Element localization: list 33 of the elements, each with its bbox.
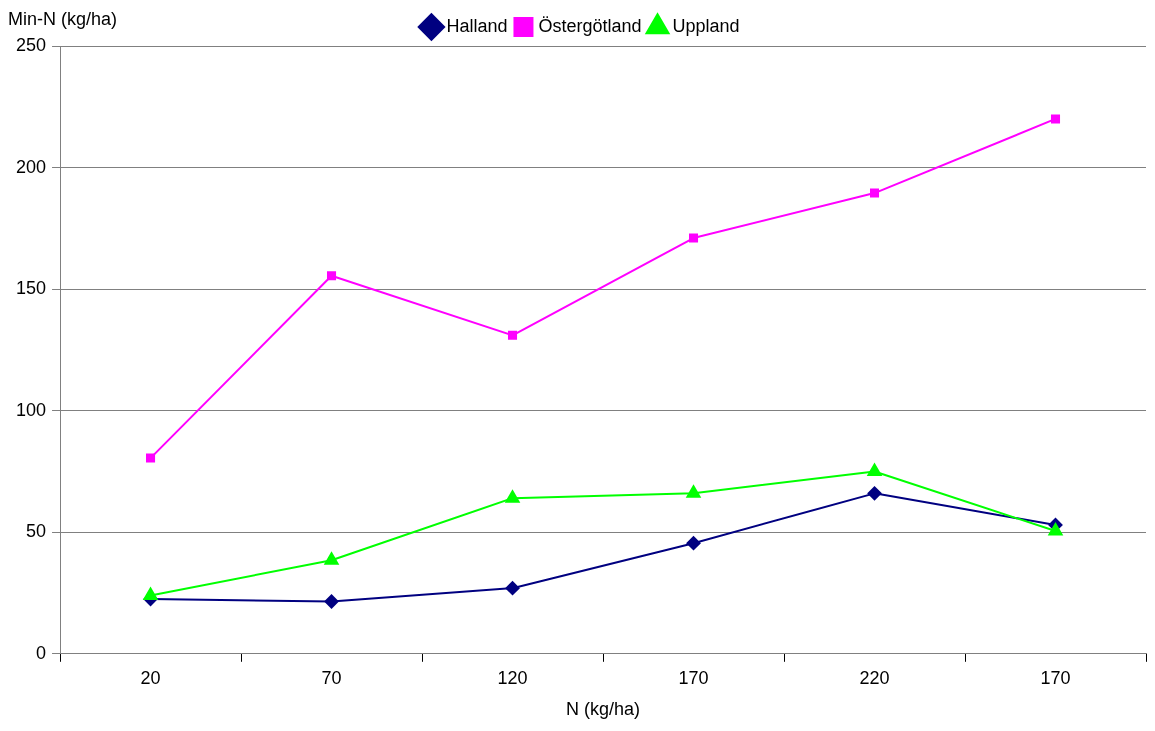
y-tick-label: 0 (36, 642, 47, 663)
y-tick-label: 50 (26, 521, 47, 542)
point (867, 463, 882, 476)
point (505, 490, 520, 503)
point (867, 486, 882, 501)
x-tick-label: 170 (1040, 667, 1071, 688)
x-tick-label: 170 (678, 667, 709, 688)
x-tick-label: 20 (140, 667, 161, 688)
legend-label: Uppland (672, 15, 740, 36)
y-tick-label: 150 (15, 278, 47, 299)
x-tick-label: 70 (321, 667, 342, 688)
x-tick-label: 220 (859, 667, 890, 688)
point (686, 485, 701, 498)
legend-label: Östergötland (538, 15, 642, 36)
y-tick-label: 250 (15, 34, 47, 55)
point (145, 453, 156, 463)
x-axis-title: N (kg/ha) (566, 699, 641, 720)
y-axis-title: Min-N (kg/ha) (8, 8, 118, 29)
point (326, 271, 337, 281)
x-tick-label: 120 (497, 667, 528, 688)
point (324, 552, 339, 565)
y-tick-label: 100 (15, 399, 47, 420)
point (1048, 523, 1063, 536)
legend-label: Halland (446, 15, 508, 36)
point (505, 581, 520, 596)
point (324, 594, 339, 609)
point (688, 233, 699, 243)
point (869, 188, 880, 198)
point (143, 587, 158, 600)
point (686, 536, 701, 551)
point (1050, 114, 1061, 124)
y-tick-label: 200 (15, 156, 47, 177)
point (507, 330, 518, 340)
